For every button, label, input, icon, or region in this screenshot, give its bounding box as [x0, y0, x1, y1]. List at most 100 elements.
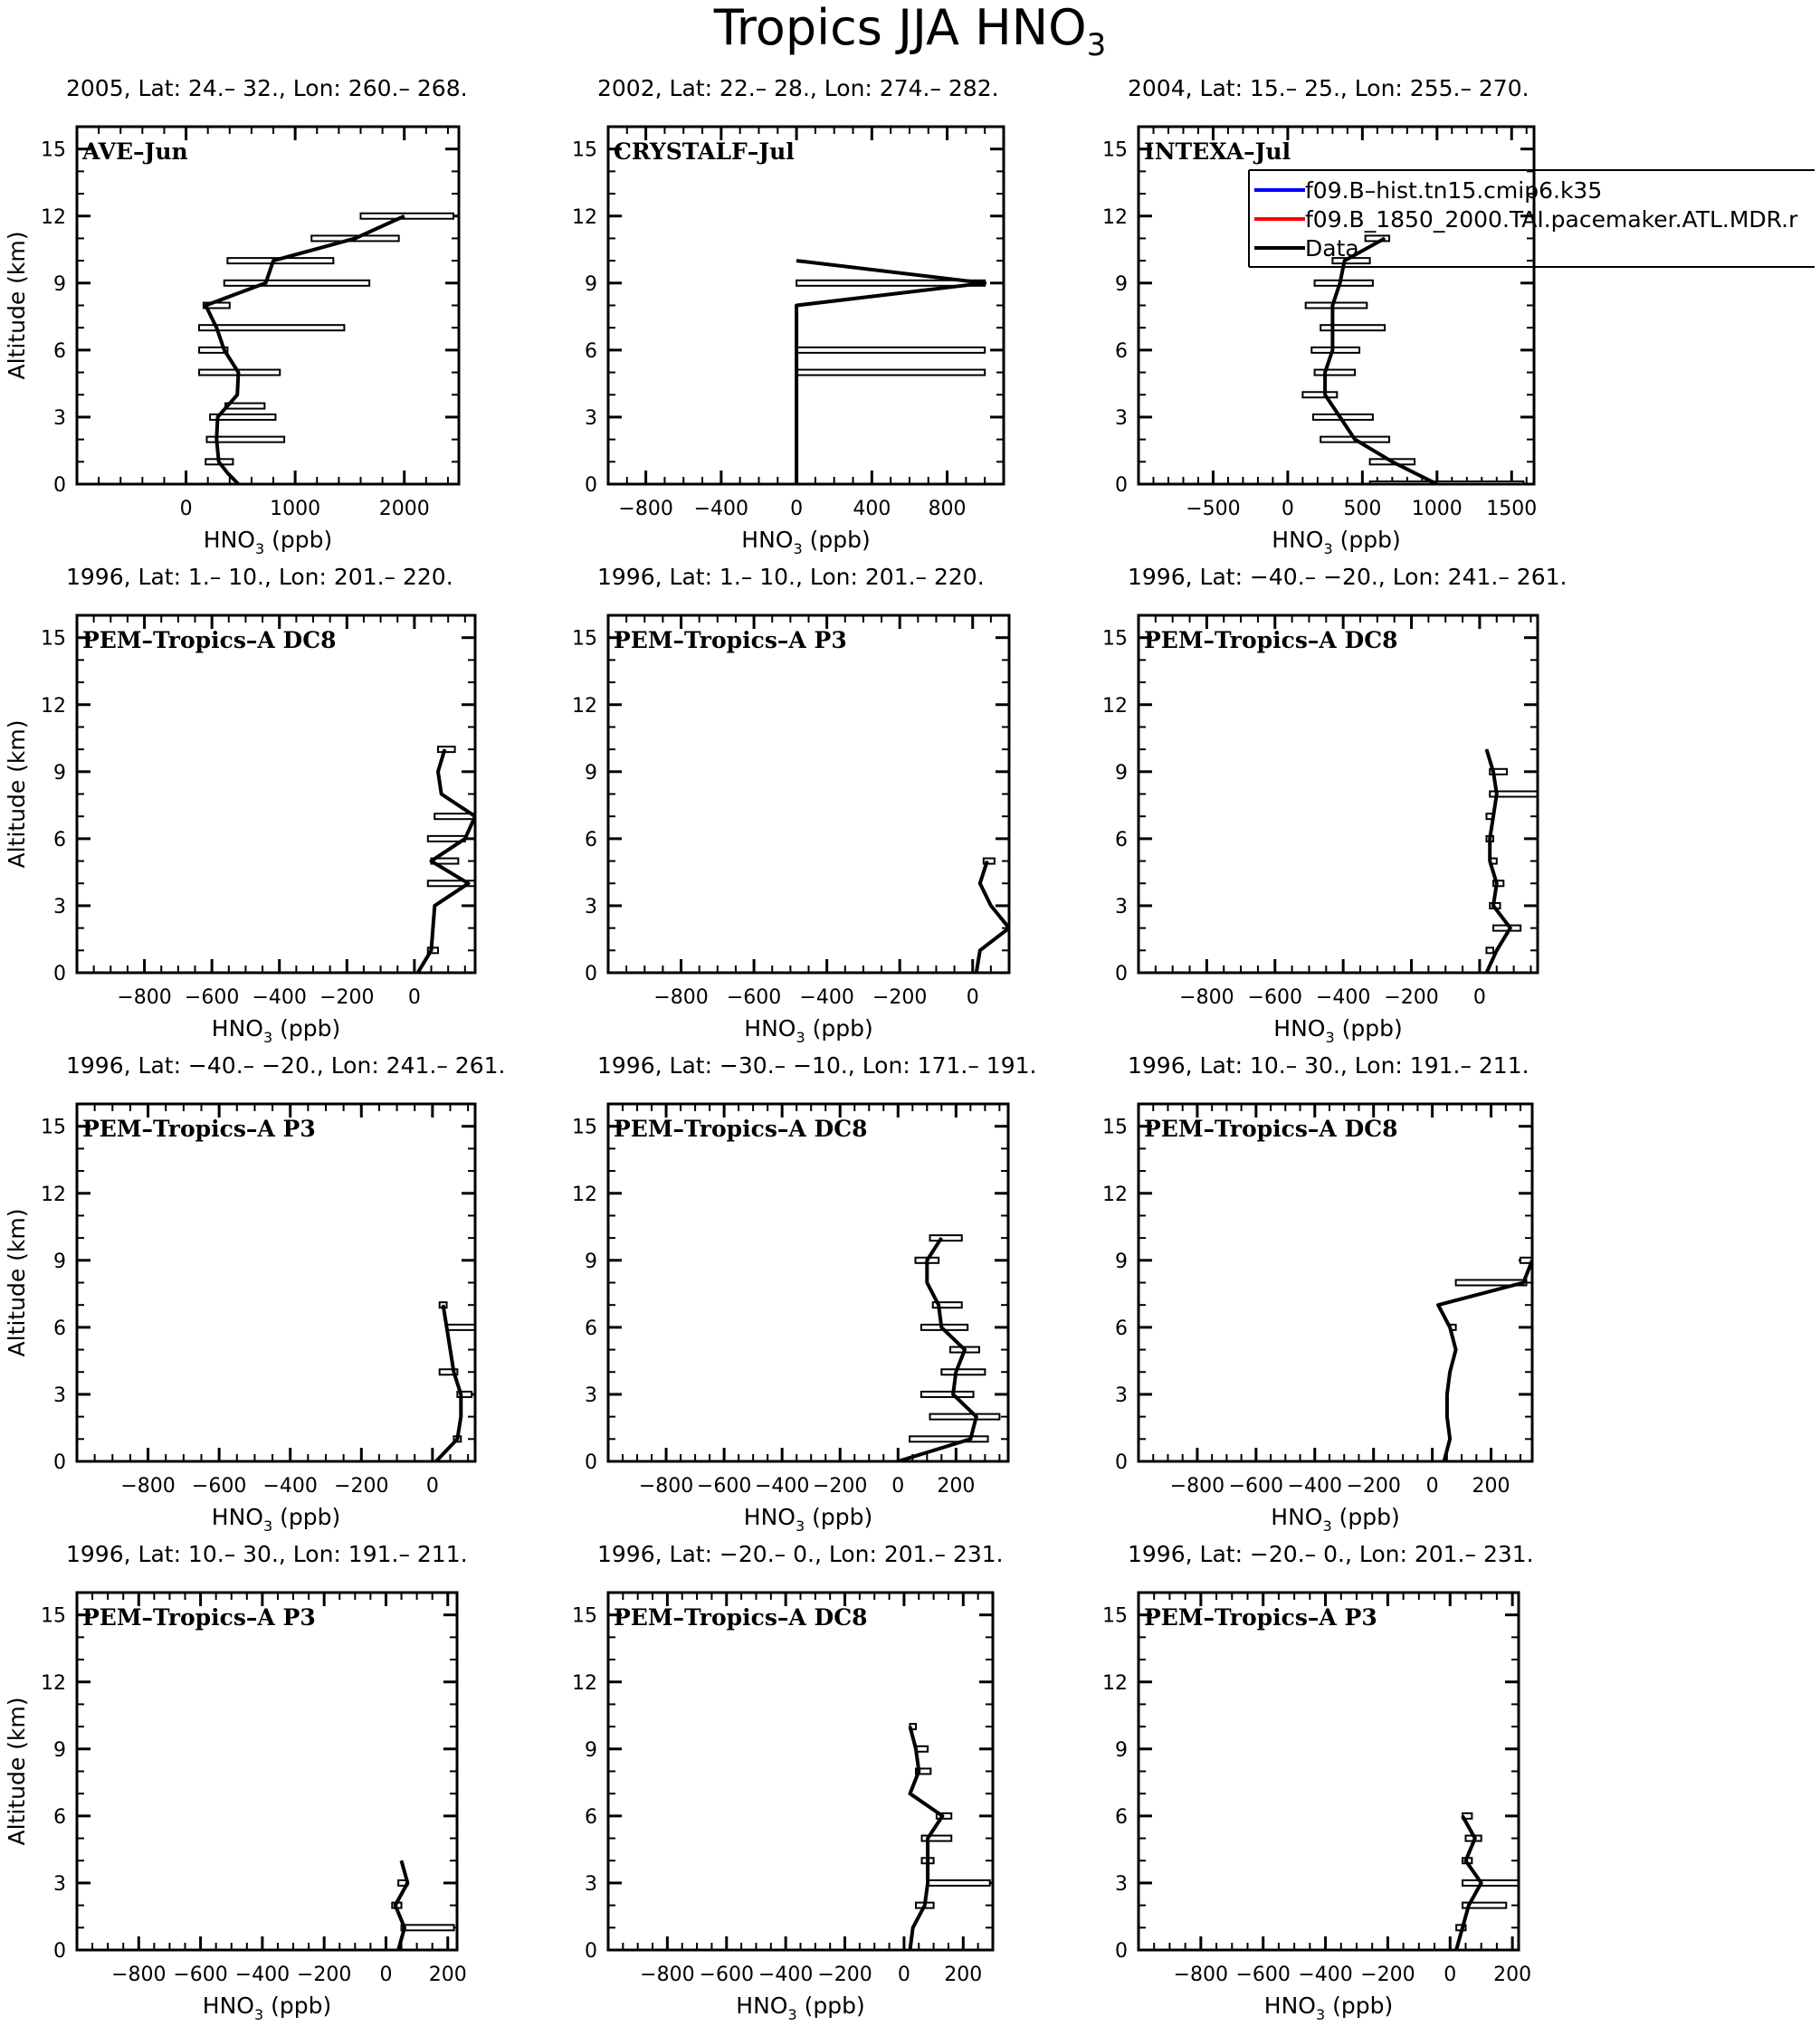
x-axis-label: HNO3 (ppb) [1271, 1504, 1399, 1535]
y-tick-label: 0 [53, 1940, 66, 1963]
x-tick-label: 1500 [1486, 498, 1537, 520]
campaign-label: PEM–Tropics–A P3 [614, 627, 847, 653]
y-tick-label: 9 [585, 1739, 597, 1762]
plot-area [795, 259, 987, 484]
x-tick-label: −500 [1186, 498, 1240, 520]
panel-10: 1996, Lat: 10.– 30., Lon: 191.– 211. −800… [4, 1541, 468, 2023]
error-bar [456, 1390, 473, 1398]
error-bar [1301, 391, 1339, 399]
x-axis-label: HNO3 (ppb) [1272, 527, 1400, 557]
data-point [955, 1371, 957, 1373]
y-tick-label: 3 [585, 896, 597, 918]
x-axis-label: HNO3 (ppb) [736, 1993, 864, 2023]
x-axis-label: HNO3 (ppb) [1273, 1015, 1402, 1046]
panel-8: 1996, Lat: −30.– −10., Lon: 171.– 191. −8… [572, 1052, 1036, 1535]
y-tick-label: 0 [53, 1451, 66, 1474]
figure-title: Tropics JJA HNO3 [0, 0, 1820, 63]
x-tick-label: −600 [697, 1475, 751, 1498]
panel-title: 1996, Lat: 10.– 30., Lon: 191.– 211. [1128, 1052, 1529, 1079]
data-point [215, 439, 217, 441]
x-tick-label: −800 [1179, 986, 1234, 1009]
panel-11: 1996, Lat: −20.– 0., Lon: 201.– 231. −800… [572, 1541, 1004, 2023]
y-tick-label: 12 [1102, 1184, 1128, 1206]
error-bar [1313, 279, 1374, 287]
x-axis-label: HNO3 (ppb) [212, 1015, 340, 1046]
y-tick-label: 3 [1115, 1384, 1128, 1407]
panel-title: 1996, Lat: −40.– −20., Lon: 241.– 261. [66, 1052, 505, 1079]
error-bar [209, 413, 277, 421]
x-tick-label: 0 [1473, 986, 1486, 1009]
plot-frame [75, 1102, 477, 1463]
data-point [912, 1926, 914, 1928]
plot-frame [75, 614, 477, 975]
axis-ticks [607, 614, 1010, 975]
error-bar [1364, 234, 1391, 243]
panel-7: 1996, Lat: −40.– −20., Lon: 241.– 261. −8… [4, 1052, 505, 1535]
y-tick-label: 0 [585, 474, 597, 497]
y-tick-label: 0 [53, 963, 66, 985]
x-tick-label: −600 [727, 986, 781, 1009]
y-tick-label: 0 [53, 474, 66, 497]
y-tick-label: 15 [1102, 628, 1128, 651]
error-bar [205, 435, 286, 443]
y-tick-label: 3 [1115, 896, 1128, 918]
x-tick-label: −200 [1360, 1964, 1415, 1986]
x-tick-label: 0 [790, 498, 803, 520]
axis-ticks [607, 1592, 994, 1952]
y-tick-label: 6 [585, 1806, 597, 1829]
x-tick-label: 1000 [270, 498, 320, 520]
x-axis-label: HNO3 (ppb) [204, 527, 332, 557]
data-point [1446, 1393, 1448, 1395]
y-tick-label: 15 [41, 628, 66, 651]
data-point [401, 1860, 403, 1861]
data-point [979, 949, 981, 951]
y-tick-label: 3 [53, 896, 66, 918]
x-tick-label: −200 [297, 1964, 351, 1986]
data-point [1496, 949, 1498, 951]
x-tick-label: 0 [180, 498, 193, 520]
axis-ticks [607, 1103, 1008, 1463]
x-tick-label: 0 [891, 1475, 904, 1498]
data-point [927, 1860, 929, 1861]
y-tick-label: 15 [572, 628, 597, 651]
y-tick-label: 12 [1102, 206, 1128, 229]
campaign-label: PEM–Tropics–A DC8 [1144, 1116, 1398, 1142]
y-tick-label: 15 [1102, 139, 1128, 162]
plot-frame [606, 1591, 995, 1952]
y-tick-label: 3 [585, 1384, 597, 1407]
data-profile-line [434, 1304, 463, 1461]
data-point [918, 1771, 920, 1772]
x-tick-label: −800 [111, 1964, 166, 1986]
campaign-label: PEM–Tropics–A P3 [1144, 1604, 1377, 1631]
data-point [927, 1838, 929, 1840]
x-tick-label: −800 [120, 1475, 175, 1498]
y-tick-label: 0 [585, 1451, 597, 1474]
error-bar [1313, 368, 1357, 376]
error-bar [929, 1234, 963, 1242]
plot-frame [75, 1591, 459, 1952]
y-tick-label: 9 [53, 273, 66, 296]
error-bar [434, 813, 475, 821]
data-point [434, 905, 435, 907]
plot-area [434, 1301, 475, 1461]
y-tick-label: 6 [1115, 1806, 1128, 1829]
y-tick-label: 6 [1115, 1317, 1128, 1340]
y-tick-label: 6 [1115, 340, 1128, 363]
axis-ticks [76, 614, 475, 975]
data-point [406, 1882, 408, 1884]
y-tick-label: 9 [1115, 1739, 1128, 1762]
data-profile-line [974, 860, 1009, 973]
y-axis-label: Altitude (km) [4, 232, 30, 380]
x-tick-label: 0 [1426, 1475, 1439, 1498]
plot-frame [606, 614, 1011, 975]
x-tick-label: −200 [813, 1475, 867, 1498]
error-bar [1304, 301, 1368, 309]
data-point [205, 305, 206, 306]
y-tick-label: 12 [1102, 695, 1128, 718]
plot-frame [75, 125, 461, 486]
error-bar [1489, 767, 1509, 775]
panel-title: 1996, Lat: −40.– −20., Lon: 241.– 261. [1128, 564, 1567, 590]
data-point [1331, 349, 1333, 351]
campaign-label: PEM–Tropics–A DC8 [614, 1116, 868, 1142]
